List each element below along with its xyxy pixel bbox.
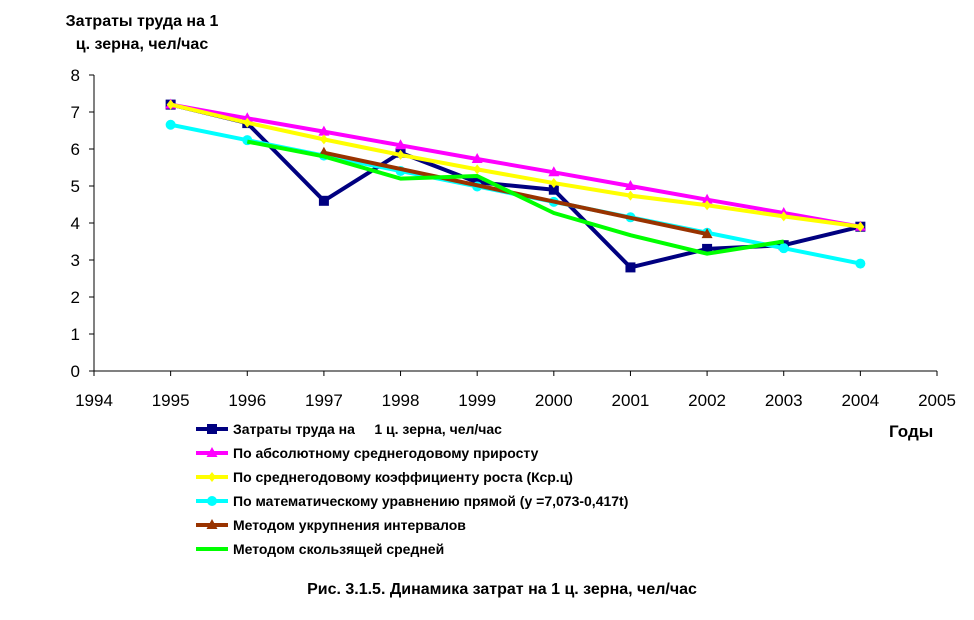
y-axis-title-line-1: Затраты труда на 1	[65, 13, 219, 30]
data-point	[243, 117, 252, 128]
data-point	[703, 200, 712, 211]
legend-label: По абсолютному среднегодовому приросту	[233, 445, 539, 461]
x-tick-label: 2000	[535, 391, 573, 410]
series-6	[246, 139, 785, 256]
legend-item: По абсолютному среднегодовому приросту	[195, 441, 628, 465]
x-tick-label: 1998	[382, 391, 420, 410]
data-point	[395, 139, 407, 150]
legend-label: По математическому уравнению прямой (y =…	[233, 493, 629, 509]
data-point	[319, 134, 328, 145]
data-point	[855, 258, 866, 269]
x-tick-label: 1997	[305, 391, 343, 410]
data-point	[549, 178, 558, 189]
legend-swatch-marker	[206, 447, 218, 457]
series-2	[165, 98, 866, 231]
data-point	[626, 190, 635, 201]
x-tick-label: 1994	[75, 391, 113, 410]
data-point	[856, 221, 865, 232]
x-axis-title: Годы	[889, 422, 934, 441]
y-tick-label: 2	[71, 288, 80, 307]
legend-item: Затраты труда на 1 ц. зерна, чел/час	[195, 417, 628, 441]
legend-label: Затраты труда на 1 ц. зерна, чел/час	[233, 421, 502, 437]
legend-swatch	[196, 547, 228, 551]
series-3	[166, 99, 865, 232]
legend-label: Методом скользящей средней	[233, 541, 445, 557]
legend-item: Методом скользящей средней	[195, 537, 628, 561]
y-tick-label: 0	[71, 362, 80, 381]
data-point	[318, 195, 329, 206]
data-point	[779, 211, 788, 222]
legend-swatch	[196, 472, 228, 482]
legend: Затраты труда на 1 ц. зерна, чел/час По а…	[195, 417, 628, 561]
legend-item: Методом укрупнения интервалов	[195, 513, 628, 537]
y-tick-label: 3	[71, 251, 80, 270]
legend-swatch-marker	[208, 472, 216, 482]
data-point	[471, 152, 483, 163]
legend-item: По математическому уравнению прямой (y =…	[195, 489, 628, 513]
data-point	[396, 149, 405, 160]
series-line	[170, 102, 861, 229]
data-point	[318, 125, 330, 136]
data-point	[473, 164, 482, 175]
y-tick-label: 1	[71, 325, 80, 344]
data-point	[241, 112, 253, 123]
legend-label: По среднегодовому коэффициенту роста (Кс…	[233, 469, 573, 485]
legend-swatch-marker	[207, 424, 217, 434]
x-tick-label: 1995	[152, 391, 190, 410]
y-tick-label: 7	[71, 103, 80, 122]
data-point	[778, 243, 789, 254]
y-tick-label: 6	[71, 140, 80, 159]
y-tick-label: 4	[71, 214, 80, 233]
data-point	[548, 166, 560, 177]
data-point	[548, 184, 559, 195]
data-point	[701, 228, 713, 239]
y-axis-title: Затраты труда на 1 ц. зерна, чел/час	[12, 10, 272, 56]
x-tick-label: 2004	[841, 391, 879, 410]
legend-label: Методом укрупнения интервалов	[233, 517, 466, 533]
legend-swatch	[196, 447, 228, 457]
data-point	[624, 180, 636, 190]
x-tick-label: 2005	[918, 391, 956, 410]
series-line	[170, 102, 861, 229]
axes: 0 1 2 3 4 5 6 7 8 1994 1995 1996 1997 1998 1999 2000 200…	[71, 66, 956, 410]
data-point	[625, 262, 636, 273]
legend-swatch-marker	[207, 496, 217, 506]
data-point	[166, 99, 175, 110]
figure-caption: Рис. 3.1.5. Динамика затрат на 1 ц. зерн…	[307, 581, 697, 598]
data-point	[165, 119, 176, 130]
y-tick-label: 8	[71, 66, 80, 85]
legend-swatch-marker	[206, 519, 218, 529]
y-axis-title-line-2: ц. зерна, чел/час	[75, 36, 209, 53]
legend-swatch	[196, 519, 228, 529]
series-layer	[165, 98, 866, 273]
x-tick-label: 2003	[765, 391, 803, 410]
x-tick-label: 2001	[612, 391, 650, 410]
data-point	[702, 243, 713, 254]
x-tick-label: 1996	[228, 391, 266, 410]
data-point	[701, 193, 713, 204]
y-tick-label: 5	[71, 177, 80, 196]
legend-swatch	[196, 424, 228, 434]
x-tick-label: 2002	[688, 391, 726, 410]
legend-swatch	[196, 496, 228, 506]
legend-item: По среднегодовому коэффициенту роста (Кс…	[195, 465, 628, 489]
x-tick-label: 1999	[458, 391, 496, 410]
series-line	[246, 139, 785, 256]
